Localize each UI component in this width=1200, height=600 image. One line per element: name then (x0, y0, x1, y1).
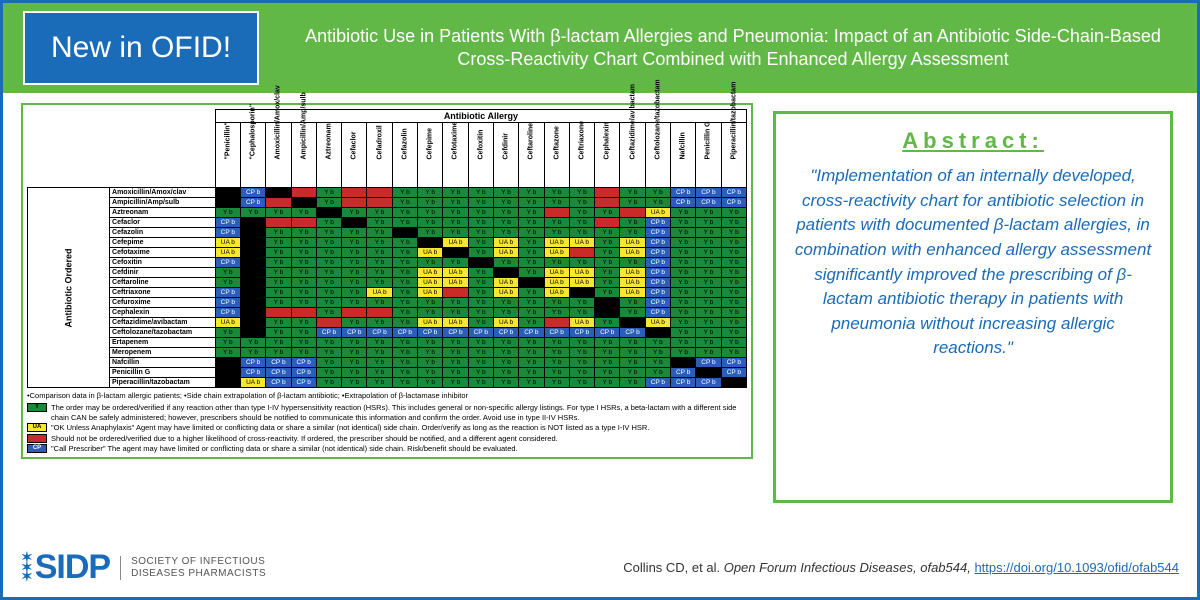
abstract-text: "Implementation of an internally develop… (794, 164, 1152, 361)
cross-reactivity-chart: Antibiotic Allergy"Penicillin""Cephalosp… (21, 103, 753, 459)
sidp-logo: ✶✶✶ SIDP SOCIETY OF INFECTIOUS DISEASES … (21, 548, 266, 587)
star-icon: ✶✶✶ (21, 553, 32, 582)
citation: Collins CD, et al. Open Forum Infectious… (623, 560, 1179, 575)
doi-link[interactable]: https://doi.org/10.1093/ofid/ofab544 (974, 560, 1179, 575)
chart-footnote: •Comparison data in β-lactam allergic pa… (27, 391, 747, 400)
body-row: Antibiotic Allergy"Penicillin""Cephalosp… (3, 93, 1197, 543)
article-title: Antibiotic Use in Patients With β-lactam… (269, 25, 1197, 72)
sidp-logomark: ✶✶✶ SIDP (21, 548, 110, 587)
slide-frame: New in OFID! Antibiotic Use in Patients … (0, 0, 1200, 600)
abstract-panel: Abstract: "Implementation of an internal… (759, 93, 1197, 543)
new-in-ofid-badge: New in OFID! (23, 11, 259, 85)
sidp-logo-text: SIDP (35, 548, 110, 587)
footer-bar: ✶✶✶ SIDP SOCIETY OF INFECTIOUS DISEASES … (3, 542, 1197, 597)
cross-reactivity-table: Antibiotic Allergy"Penicillin""Cephalosp… (27, 109, 747, 388)
chart-legend: YThe order may be ordered/verified if an… (27, 403, 747, 453)
sidp-logo-subtitle: SOCIETY OF INFECTIOUS DISEASES PHARMACIS… (120, 556, 266, 580)
abstract-box: Abstract: "Implementation of an internal… (773, 111, 1173, 503)
header-bar: New in OFID! Antibiotic Use in Patients … (3, 3, 1197, 93)
chart-panel: Antibiotic Allergy"Penicillin""Cephalosp… (3, 93, 759, 543)
abstract-header: Abstract: (794, 128, 1152, 154)
